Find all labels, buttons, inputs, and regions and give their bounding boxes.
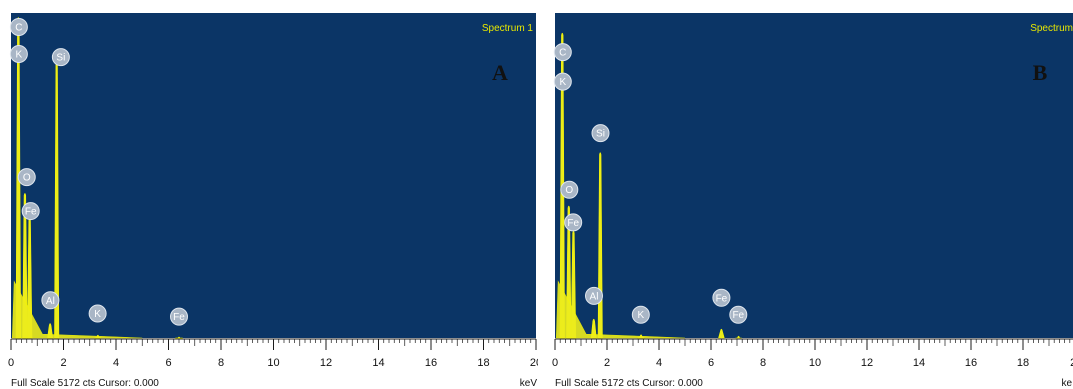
- x-unit-label-a: keV: [520, 378, 538, 389]
- panel-letter-b: B: [1033, 60, 1048, 85]
- spectrum-peak: [735, 335, 742, 339]
- element-marker-c: [553, 43, 572, 62]
- element-label: K: [559, 77, 566, 88]
- element-marker-si: [591, 124, 610, 143]
- element-label: Al: [46, 296, 55, 307]
- spectrum-label-a: Spectrum 1: [482, 23, 534, 34]
- x-tick-label: 2: [604, 357, 610, 369]
- element-marker-o: [560, 180, 579, 199]
- x-tick-label: 10: [809, 357, 821, 369]
- element-marker-k: [9, 44, 28, 63]
- x-tick-label: 4: [656, 357, 662, 369]
- element-marker-k: [88, 304, 107, 323]
- element-label: C: [15, 22, 22, 33]
- full-scale-readout-b: Full Scale 5172 cts Cursor: 0.000: [555, 378, 703, 389]
- x-tick-label: 18: [1017, 357, 1029, 369]
- x-tick-label: 8: [218, 357, 224, 369]
- x-unit-label-b: ke: [1061, 378, 1072, 389]
- x-tick-label: 2: [60, 357, 66, 369]
- x-tick-label: 6: [708, 357, 714, 369]
- x-tick-label: 4: [113, 357, 119, 369]
- element-marker-fe: [729, 305, 748, 324]
- element-label: K: [637, 310, 644, 321]
- element-marker-al: [585, 286, 603, 305]
- element-marker-k: [631, 305, 650, 324]
- spectrum-continuum: [555, 280, 686, 339]
- element-label: Fe: [567, 218, 579, 229]
- x-tick-label: 18: [477, 357, 489, 369]
- spectrum-chart-b: C K Si O Fe Al K Fe Fe 0 2 4 6 8 10 12 14 16 18 2( Spectrum…: [552, 13, 1073, 389]
- element-marker-si: [51, 48, 70, 67]
- x-tick-label: 20: [530, 357, 538, 369]
- x-tick-label: 14: [913, 357, 925, 369]
- element-label: K: [94, 309, 101, 320]
- x-tick-label: 0: [8, 357, 14, 369]
- x-tick-label: 10: [267, 357, 279, 369]
- x-tick-label: 8: [760, 357, 766, 369]
- full-scale-readout-a: Full Scale 5172 cts Cursor: 0.000: [11, 378, 159, 389]
- element-marker-al: [41, 291, 60, 310]
- x-tick-label: 16: [965, 357, 977, 369]
- element-marker-fe: [564, 213, 583, 232]
- spectrum-peak: [590, 318, 597, 339]
- element-label: Fe: [25, 207, 37, 218]
- element-marker-c: [9, 17, 28, 36]
- spectrum-label-b: Spectrum: [1030, 23, 1073, 34]
- element-marker-o: [17, 168, 36, 187]
- element-label: Fe: [732, 310, 744, 321]
- element-label: O: [23, 173, 31, 184]
- plot-area-a: [11, 13, 536, 338]
- element-label: O: [565, 185, 573, 196]
- x-tick-label: 6: [165, 357, 171, 369]
- x-tick-label: 0: [552, 357, 558, 369]
- chart-layer-b: C K Si O Fe Al K Fe Fe 0 2 4 6 8 10 12 14 16 18 2(: [552, 32, 1073, 369]
- element-label: Si: [596, 129, 605, 140]
- chart-layer-a: C K Si O Fe Al K Fe 0 2 4 6 8 10 12 14 16 18 20: [8, 17, 538, 369]
- element-label: Fe: [716, 293, 728, 304]
- panel-letter-a: A: [492, 60, 508, 85]
- plot-area-b: [555, 13, 1073, 338]
- x-tick-label: 12: [320, 357, 332, 369]
- spectrum-chart-a: C K Si O Fe Al K Fe 0 2 4 6 8 10 12 14 16 18 20 Spectrum 1…: [8, 13, 538, 389]
- element-marker-fe: [170, 307, 188, 326]
- element-label: K: [16, 49, 23, 60]
- x-tick-label: 2(: [1070, 357, 1073, 369]
- x-tick-label: 12: [861, 357, 873, 369]
- element-label: Si: [56, 53, 65, 64]
- element-marker-k: [553, 72, 572, 91]
- element-marker-fe: [712, 288, 731, 307]
- element-label: Al: [590, 291, 599, 302]
- spectrum-panel-b: C K Si O Fe Al K Fe Fe 0 2 4 6 8 10 12 14 16 18 2( Spectrum…: [544, 0, 1073, 389]
- element-marker-fe: [21, 202, 40, 221]
- x-tick-label: 14: [372, 357, 384, 369]
- x-tick-label: 16: [425, 357, 437, 369]
- spectrum-panel-a: C K Si O Fe Al K Fe 0 2 4 6 8 10 12 14 16 18 20 Spectrum 1…: [7, 13, 538, 389]
- spectrum-continuum: [12, 280, 143, 339]
- spectrum-peak: [718, 328, 725, 339]
- element-label: C: [559, 48, 566, 59]
- element-label: Fe: [173, 312, 185, 323]
